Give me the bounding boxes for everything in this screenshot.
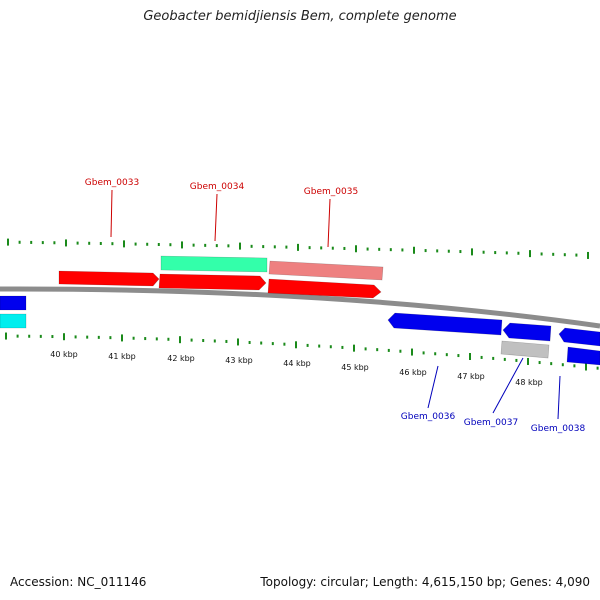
gene-label-forward[interactable]: Gbem_0033: [85, 178, 139, 188]
label-leader: [214, 193, 218, 242]
map-title: Geobacter bemidjiensis Bem, complete gen…: [143, 9, 457, 24]
label-leader: [427, 365, 439, 409]
label-leader: [492, 357, 524, 414]
forward-feature-rna[interactable]: [160, 255, 268, 273]
gene-label-forward[interactable]: Gbem_0034: [190, 182, 245, 192]
reverse-gene-arrow[interactable]: [502, 322, 552, 342]
label-leader: [110, 189, 113, 238]
tick-marks-inner: [5, 332, 599, 371]
forward-feature-pseudo[interactable]: [268, 260, 384, 281]
reverse-gene-arrow[interactable]: [558, 327, 600, 347]
gene-label-reverse[interactable]: Gbem_0037: [464, 418, 518, 428]
scale-label: 40 kbp: [50, 350, 78, 359]
scale-label: 42 kbp: [167, 354, 195, 363]
tick-marks-outer: [7, 238, 589, 259]
scale-label: 46 kbp: [399, 368, 427, 377]
forward-gene-arrow[interactable]: [267, 278, 382, 299]
forward-gene-arrow[interactable]: [58, 270, 160, 287]
reverse-gene-arrow[interactable]: [0, 295, 27, 311]
scale-label: 43 kbp: [225, 356, 253, 365]
scale-label: 44 kbp: [283, 359, 311, 368]
genome-backbone: [0, 286, 600, 329]
gene-label-reverse[interactable]: Gbem_0036: [401, 412, 456, 422]
genome-summary-text: Topology: circular; Length: 4,615,150 bp…: [260, 575, 590, 589]
scale-label: 48 kbp: [515, 378, 543, 387]
label-leader: [327, 198, 331, 248]
reverse-gene-arrow[interactable]: [566, 346, 600, 366]
accession-text: Accession: NC_011146: [10, 575, 147, 589]
label-leader: [557, 375, 561, 420]
reverse-rna-arrow[interactable]: [0, 313, 27, 329]
forward-gene-arrow[interactable]: [158, 273, 267, 291]
scale-label: 47 kbp: [457, 372, 485, 381]
scale-label: 45 kbp: [341, 363, 369, 372]
scale-label: 41 kbp: [108, 352, 136, 361]
gene-label-reverse[interactable]: Gbem_0038: [531, 424, 586, 434]
reverse-feature-other[interactable]: [500, 340, 550, 359]
reverse-gene-arrow[interactable]: [387, 312, 503, 336]
gene-label-forward[interactable]: Gbem_0035: [304, 187, 358, 197]
